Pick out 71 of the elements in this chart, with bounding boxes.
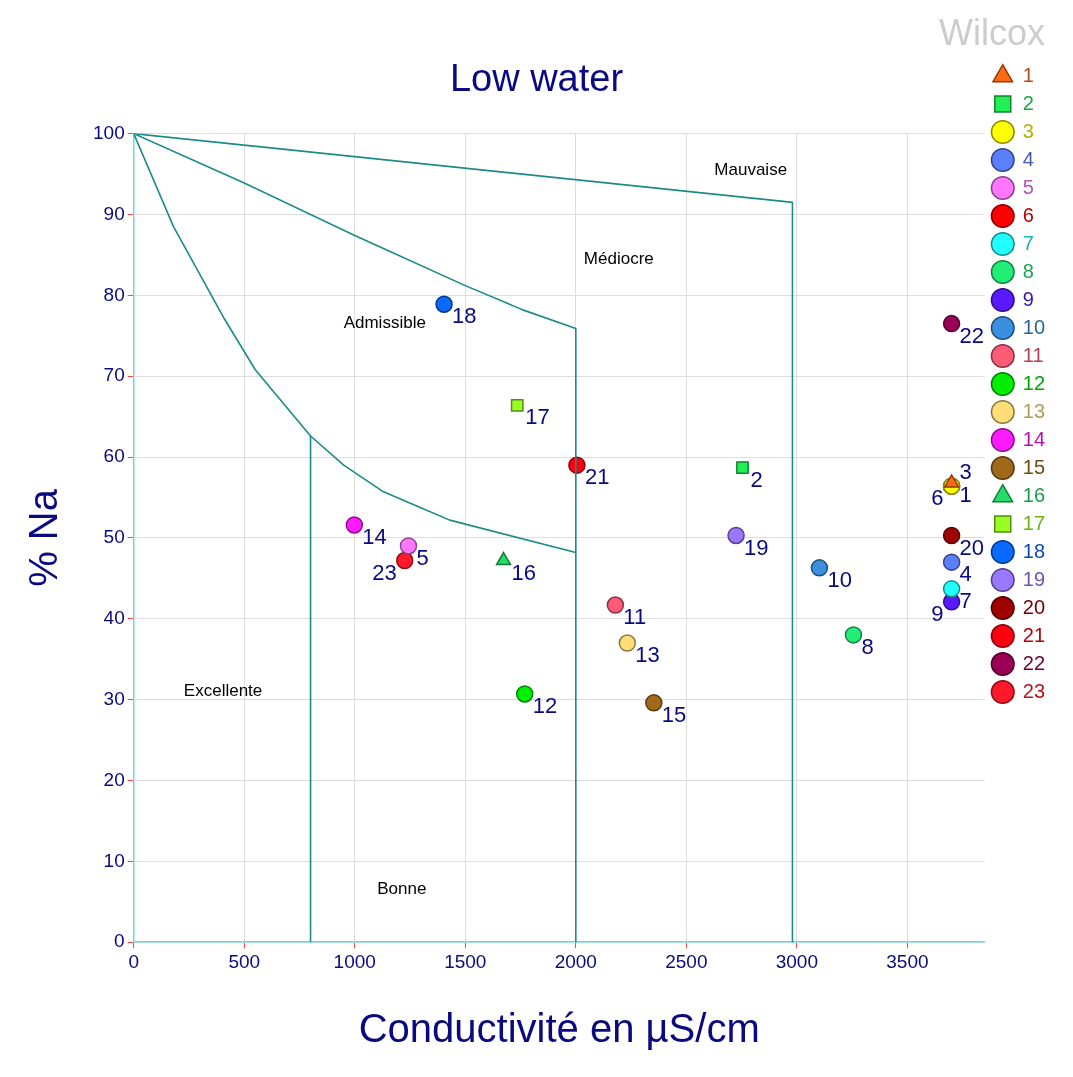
text: 20	[959, 534, 985, 560]
y-tick-label: 20	[103, 768, 125, 790]
legend-label: 1	[1022, 63, 1034, 86]
x-tick-label: 3500	[886, 950, 929, 972]
y-tick-label: 40	[103, 606, 125, 628]
legend-label: 18	[1022, 539, 1045, 562]
legend-label: 6	[1022, 203, 1034, 226]
x-tick-label: 500	[228, 950, 261, 972]
text: 5	[416, 545, 429, 571]
legend-label: 4	[1022, 147, 1034, 170]
legend-label: 20	[1022, 595, 1045, 618]
text: 4	[959, 561, 972, 587]
y-tick-label: 90	[103, 202, 125, 224]
chart-title: Low water	[449, 57, 624, 100]
y-tick-label: 70	[103, 364, 125, 386]
text: 15	[661, 701, 687, 727]
legend-label: 10	[1022, 315, 1045, 338]
x-tick-label: 3000	[775, 950, 818, 972]
legend-label: 11	[1022, 343, 1044, 366]
text: 8	[861, 633, 874, 659]
y-axis-title: % Na	[21, 488, 66, 587]
legend-label: 9	[1022, 287, 1034, 310]
text: 19	[744, 534, 769, 560]
legend-label: 19	[1022, 567, 1045, 590]
text: 22	[959, 322, 985, 348]
y-tick-label: 0	[114, 930, 125, 952]
text: 17	[525, 404, 550, 430]
legend-label: 21	[1022, 623, 1045, 646]
annotation: Admissible	[343, 313, 426, 333]
legend-label: 14	[1022, 427, 1045, 450]
x-tick-label: 1000	[333, 950, 376, 972]
x-tick-label: 0	[128, 950, 139, 972]
text: 12	[532, 693, 558, 719]
y-tick-label: 50	[103, 526, 125, 548]
legend-label: 2	[1022, 91, 1034, 114]
legend-label: 8	[1022, 259, 1034, 282]
x-tick-label: 1500	[444, 950, 487, 972]
legend-label: 22	[1022, 651, 1045, 674]
legend-label: 13	[1022, 399, 1045, 422]
text: 14	[362, 524, 387, 550]
legend-label: 12	[1022, 371, 1045, 394]
legend-label: 5	[1022, 175, 1034, 198]
text: 18	[452, 303, 477, 329]
legend-label: 17	[1022, 511, 1045, 534]
text: 6	[931, 485, 944, 511]
annotation: Médiocre	[583, 248, 654, 268]
text: 7	[959, 587, 972, 613]
y-tick-label: 30	[103, 687, 125, 709]
text: 21	[584, 464, 610, 490]
y-tick-label: 10	[103, 849, 125, 871]
legend-label: 23	[1022, 679, 1045, 702]
text: 13	[635, 642, 660, 668]
text: 11	[623, 604, 647, 630]
x-tick-label: 2500	[665, 950, 708, 972]
y-tick-label: 100	[93, 121, 125, 143]
annotation: Excellente	[183, 681, 263, 701]
y-tick-label: 80	[103, 283, 125, 305]
legend-label: 7	[1022, 231, 1034, 254]
legend-label: 15	[1022, 455, 1045, 478]
annotation: Mauvaise	[714, 159, 788, 179]
legend-label: 16	[1022, 483, 1045, 506]
text: 16	[511, 559, 537, 585]
annotation: Bonne	[377, 879, 427, 899]
legend-label: 3	[1022, 119, 1034, 142]
text: 23	[372, 559, 397, 585]
y-tick-label: 60	[103, 445, 125, 467]
x-axis-title: Conductivité en µS/cm	[358, 1006, 760, 1051]
text: 10	[827, 566, 852, 592]
text: 9	[931, 600, 944, 626]
x-tick-label: 2000	[554, 950, 597, 972]
text: 2	[750, 466, 763, 492]
